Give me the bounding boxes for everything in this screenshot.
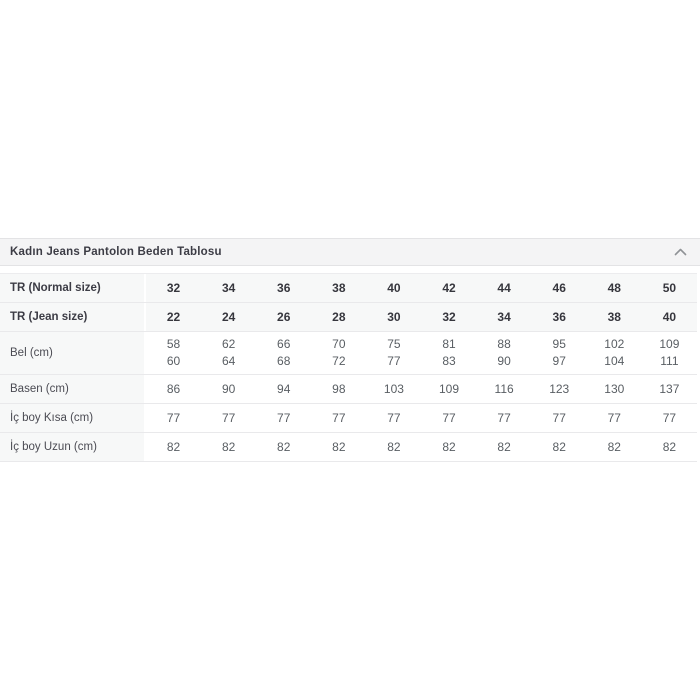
size-value-cell: 24: [221, 309, 236, 324]
size-value-cell: 44: [497, 280, 511, 295]
size-value-cell: 109 111: [659, 337, 680, 368]
size-value-cell: 50: [662, 280, 677, 295]
size-value-cell: 36: [552, 309, 566, 324]
table-row-basen: Basen (cm) 86 90 94 98 103 109 116 123 130 137: [0, 375, 697, 404]
size-value-cell: 42: [442, 280, 456, 295]
size-value-cell: 30: [387, 309, 401, 324]
size-value-cell: 40: [662, 309, 677, 324]
size-value-cell: 82: [166, 439, 181, 454]
size-value-cell: 82: [332, 439, 346, 454]
size-table-accordion-header[interactable]: Kadın Jeans Pantolon Beden Tablosu: [0, 238, 700, 266]
size-value-cell: 82: [662, 439, 677, 454]
size-value-cell: 77: [552, 410, 566, 425]
size-value-cell: 82: [387, 439, 401, 454]
size-value-cell: 46: [552, 280, 566, 295]
size-value-cell: 82: [552, 439, 566, 454]
accordion-title: Kadın Jeans Pantolon Beden Tablosu: [10, 246, 222, 258]
size-value-cell: 82: [497, 439, 511, 454]
size-value-cell: 28: [332, 309, 346, 324]
size-value-cell: 77: [662, 410, 677, 425]
row-values: 86 90 94 98 103 109 116 123 130 137: [146, 375, 697, 403]
size-value-cell: 98: [332, 381, 346, 396]
table-row-bel: Bel (cm) 58 60 62 64 66 68 70 72 75 77 81 83 8…: [0, 332, 697, 375]
size-value-cell: 130: [604, 381, 625, 396]
size-value-cell: 36: [277, 280, 291, 295]
size-value-cell: 62 64: [221, 337, 236, 368]
size-value-cell: 75 77: [387, 337, 401, 368]
size-value-cell: 90: [221, 381, 236, 396]
row-label: Bel (cm): [0, 332, 146, 374]
size-value-cell: 77: [277, 410, 291, 425]
size-value-cell: 77: [607, 410, 621, 425]
row-label: Basen (cm): [0, 375, 146, 403]
size-value-cell: 32: [166, 280, 181, 295]
row-label: TR (Jean size): [0, 303, 146, 331]
row-values: 32 34 36 38 40 42 44 46 48 50: [146, 274, 697, 302]
size-value-cell: 40: [387, 280, 401, 295]
table-row-ic-boy-uzun: İç boy Uzun (cm) 82 82 82 82 82 82 82 82 82 82: [0, 433, 697, 462]
size-value-cell: 66 68: [277, 337, 291, 368]
size-value-cell: 82: [607, 439, 621, 454]
table-row-ic-boy-kisa: İç boy Kısa (cm) 77 77 77 77 77 77 77 77 77 77: [0, 404, 697, 433]
size-value-cell: 77: [166, 410, 181, 425]
size-value-cell: 109: [439, 381, 460, 396]
row-values: 82 82 82 82 82 82 82 82 82 82: [146, 433, 697, 461]
size-value-cell: 137: [659, 381, 680, 396]
size-value-cell: 77: [497, 410, 511, 425]
size-table: TR (Normal size) 32 34 36 38 40 42 44 46 48 50 TR…: [0, 273, 697, 462]
size-value-cell: 94: [277, 381, 291, 396]
size-value-cell: 82: [221, 439, 236, 454]
row-values: 58 60 62 64 66 68 70 72 75 77 81 83 88 90 95 97…: [146, 332, 697, 374]
size-value-cell: 102 104: [604, 337, 625, 368]
size-value-cell: 34: [221, 280, 236, 295]
size-value-cell: 77: [332, 410, 346, 425]
row-label: İç boy Kısa (cm): [0, 404, 146, 432]
size-value-cell: 48: [607, 280, 621, 295]
size-value-cell: 116: [494, 381, 514, 396]
row-label: TR (Normal size): [0, 274, 146, 302]
size-value-cell: 38: [332, 280, 346, 295]
row-label: İç boy Uzun (cm): [0, 433, 146, 461]
chevron-up-icon[interactable]: [674, 248, 687, 256]
size-value-cell: 82: [277, 439, 291, 454]
table-row-tr-normal-size: TR (Normal size) 32 34 36 38 40 42 44 46 48 50: [0, 274, 697, 303]
size-value-cell: 34: [497, 309, 511, 324]
size-value-cell: 22: [166, 309, 181, 324]
size-value-cell: 77: [387, 410, 401, 425]
size-value-cell: 123: [549, 381, 570, 396]
size-value-cell: 77: [221, 410, 236, 425]
size-value-cell: 86: [166, 381, 181, 396]
size-value-cell: 32: [442, 309, 456, 324]
size-value-cell: 70 72: [332, 337, 346, 368]
size-value-cell: 82: [442, 439, 456, 454]
size-value-cell: 95 97: [552, 337, 566, 368]
table-row-tr-jean-size: TR (Jean size) 22 24 26 28 30 32 34 36 38 40: [0, 303, 697, 332]
size-value-cell: 88 90: [497, 337, 511, 368]
size-value-cell: 77: [442, 410, 456, 425]
row-values: 77 77 77 77 77 77 77 77 77 77: [146, 404, 697, 432]
size-value-cell: 81 83: [442, 337, 456, 368]
size-value-cell: 26: [277, 309, 291, 324]
size-value-cell: 38: [607, 309, 621, 324]
row-values: 22 24 26 28 30 32 34 36 38 40: [146, 303, 697, 331]
size-value-cell: 103: [383, 381, 404, 396]
size-value-cell: 58 60: [166, 337, 181, 368]
